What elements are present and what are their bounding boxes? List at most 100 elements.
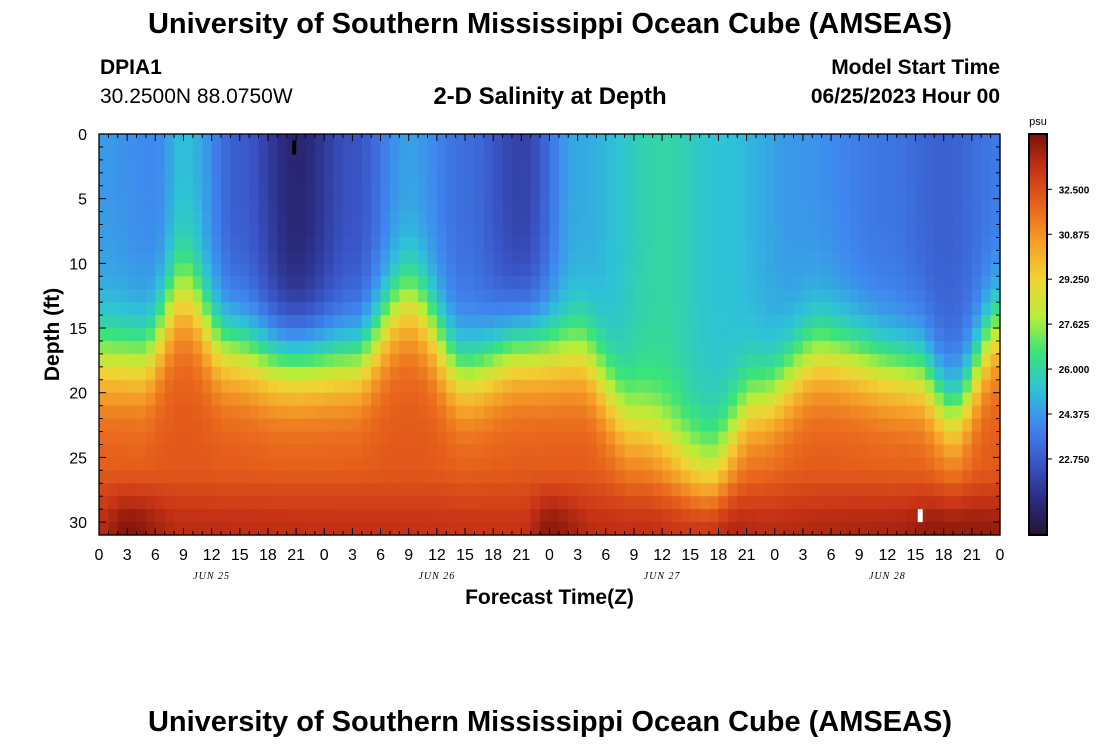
heatmap-cell (221, 340, 231, 355)
heatmap-cell (990, 522, 1001, 536)
heatmap-cell (493, 134, 504, 148)
heatmap-cell (343, 353, 354, 368)
heatmap-cell (896, 134, 907, 148)
heatmap-cell (493, 185, 504, 200)
heatmap-cell (174, 522, 185, 536)
heatmap-cell (812, 379, 823, 394)
heatmap-cell (258, 431, 269, 446)
heatmap-cell (943, 340, 954, 355)
heatmap-cell (690, 328, 701, 342)
heatmap-cell (652, 134, 663, 148)
heatmap-cell (305, 185, 316, 200)
heatmap-cell (333, 146, 344, 161)
heatmap-cell (652, 392, 663, 407)
heatmap-cell (859, 522, 870, 536)
heatmap-cell (596, 483, 607, 497)
heatmap-cell (258, 146, 269, 161)
heatmap-cell (680, 302, 691, 316)
heatmap-cell (286, 224, 297, 239)
heatmap-cell (840, 302, 851, 316)
heatmap-cell (680, 159, 691, 174)
heatmap-cell (493, 172, 504, 187)
heatmap-cell (314, 250, 325, 264)
heatmap-cell (371, 159, 382, 174)
heatmap-cell (596, 146, 607, 161)
heatmap-cell (127, 237, 138, 252)
heatmap-cell (249, 289, 260, 303)
heatmap-cell (436, 405, 447, 420)
heatmap-cell (915, 366, 926, 381)
heatmap-cell (793, 470, 804, 484)
heatmap-cell (755, 470, 766, 484)
heatmap-cell (774, 263, 785, 277)
heatmap-cell (953, 198, 964, 213)
heatmap-cell (230, 392, 241, 407)
heatmap-cell (117, 237, 128, 252)
heatmap-cell (502, 237, 513, 252)
heatmap-cell (521, 146, 532, 161)
heatmap-cell (530, 315, 541, 329)
heatmap-cell (802, 198, 813, 213)
heatmap-cell (436, 328, 447, 342)
heatmap-cell (643, 470, 654, 484)
heatmap-cell (633, 522, 644, 536)
heatmap-cell (155, 134, 166, 148)
heatmap-cell (267, 483, 278, 497)
heatmap-cell (183, 522, 194, 536)
heatmap-cell (821, 405, 832, 420)
heatmap-cell (943, 457, 954, 471)
heatmap-cell (737, 172, 748, 187)
heatmap-cell (577, 159, 588, 174)
heatmap-cell (277, 496, 288, 510)
x-tick-label: 0 (545, 547, 554, 564)
heatmap-cell (821, 379, 832, 394)
heatmap-cell (633, 276, 644, 290)
heatmap-cell (267, 315, 278, 329)
heatmap-cell (962, 353, 973, 368)
heatmap-cell (474, 159, 485, 174)
heatmap-cell (155, 185, 166, 200)
heatmap-cell (849, 431, 860, 446)
heatmap-cell (690, 379, 701, 394)
heatmap-cell (361, 509, 372, 523)
heatmap-cell (962, 237, 973, 252)
heatmap-cell (465, 211, 476, 226)
heatmap-cell (887, 159, 898, 174)
heatmap-cell (408, 134, 419, 148)
heatmap-cell (877, 379, 888, 394)
heatmap-cell (737, 405, 748, 420)
heatmap-cell (108, 198, 119, 213)
heatmap-cell (511, 405, 522, 420)
heatmap-cell (296, 340, 307, 355)
heatmap-cell (136, 172, 147, 187)
heatmap-cell (418, 483, 429, 497)
heatmap-cell (953, 353, 964, 368)
heatmap-cell (765, 146, 776, 161)
heatmap-cell (990, 315, 1001, 329)
heatmap-cell (877, 444, 888, 458)
heatmap-cell (915, 185, 926, 200)
heatmap-cell (455, 444, 466, 458)
heatmap-cell (587, 431, 598, 446)
heatmap-cell (896, 315, 907, 329)
heatmap-cell (718, 211, 729, 226)
heatmap-cell (446, 444, 457, 458)
heatmap-cell (605, 392, 616, 407)
heatmap-cell (389, 276, 400, 290)
heatmap-cell (267, 224, 278, 239)
heatmap-cell (493, 289, 504, 303)
heatmap-cell (108, 431, 119, 446)
heatmap-cell (934, 302, 945, 316)
heatmap-cell (221, 509, 231, 523)
heatmap-cell (427, 198, 438, 213)
heatmap-cell (549, 379, 560, 394)
heatmap-cell (587, 328, 598, 342)
heatmap-cell (408, 263, 419, 277)
heatmap-cell (267, 522, 278, 536)
heatmap-cell (427, 470, 438, 484)
heatmap-cell (211, 263, 222, 277)
heatmap-cell (793, 431, 804, 446)
heatmap-cell (953, 340, 964, 355)
heatmap-cell (296, 483, 307, 497)
heatmap-cell (596, 276, 607, 290)
